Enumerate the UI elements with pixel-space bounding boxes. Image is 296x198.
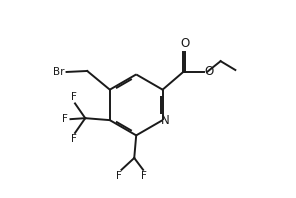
Text: Br: Br [54,67,65,77]
Text: O: O [205,65,214,78]
Text: N: N [161,114,170,127]
Text: F: F [141,171,147,181]
Text: F: F [71,134,77,145]
Text: F: F [62,114,68,124]
Text: F: F [116,171,122,181]
Text: O: O [180,37,190,50]
Text: F: F [71,92,77,102]
